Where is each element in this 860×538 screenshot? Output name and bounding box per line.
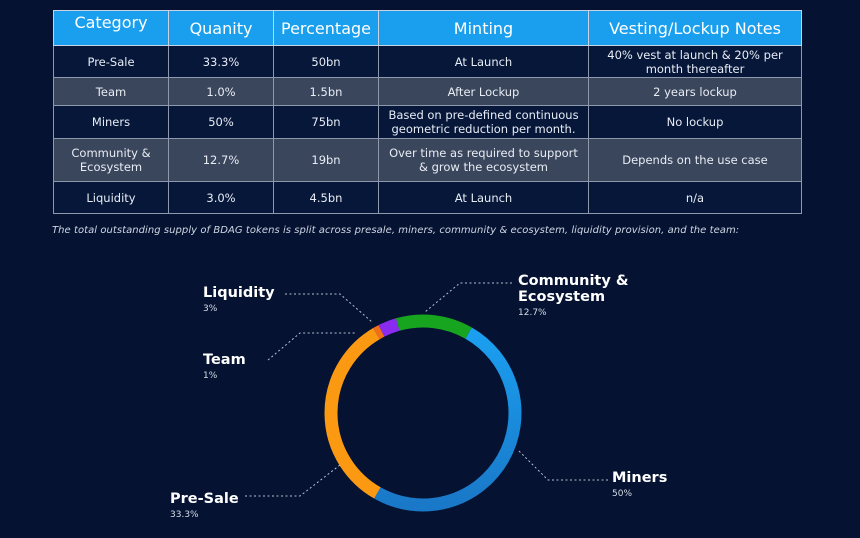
cell-quantity: 50%	[168, 105, 274, 139]
cell-minting: At Launch	[378, 45, 589, 78]
label-community: Community & Ecosystem 12.7%	[518, 273, 629, 318]
cell-percentage: 50bn	[273, 45, 379, 78]
cell-minting: Based on pre-defined continuous geometri…	[378, 105, 589, 139]
table-row: Miners 50% 75bn Based on pre-defined con…	[53, 105, 802, 139]
leader-line-miners	[517, 449, 608, 481]
cell-notes: n/a	[588, 181, 802, 214]
cell-category: Community & Ecosystem	[53, 138, 169, 182]
cell-percentage: 75bn	[273, 105, 379, 139]
cell-category: Pre-Sale	[53, 45, 169, 78]
header-minting: Minting	[378, 10, 589, 46]
label-miners: Miners 50%	[612, 470, 667, 499]
leader-line-presale	[245, 464, 341, 497]
token-allocation-table: Category Quanity Percentage Minting Vest…	[53, 10, 802, 214]
label-presale-name: Pre-Sale	[170, 491, 239, 507]
table-header-row: Category Quanity Percentage Minting Vest…	[53, 10, 802, 46]
cell-category: Miners	[53, 105, 169, 139]
label-presale-pct: 33.3%	[170, 510, 199, 520]
cell-notes: Depends on the use case	[588, 138, 802, 182]
cell-category: Liquidity	[53, 181, 169, 214]
label-community-name: Community & Ecosystem	[518, 273, 629, 305]
donut-slice-team	[373, 325, 385, 340]
leader-lines	[245, 282, 608, 497]
label-team: Team 1%	[203, 352, 246, 381]
table-row: Community & Ecosystem 12.7% 19bn Over ti…	[53, 138, 802, 182]
leader-line-team	[267, 332, 356, 361]
cell-quantity: 3.0%	[168, 181, 274, 214]
label-team-pct: 1%	[203, 371, 218, 381]
cell-notes: 40% vest at launch & 20% per month there…	[588, 45, 802, 78]
cell-minting: At Launch	[378, 181, 589, 214]
label-presale: Pre-Sale 33.3%	[170, 491, 239, 520]
cell-minting: Over time as required to support & grow …	[378, 138, 589, 182]
donut-slices	[324, 314, 522, 512]
label-miners-name: Miners	[612, 470, 668, 486]
header-category: Category	[53, 10, 169, 46]
label-team-name: Team	[203, 352, 246, 368]
supply-caption: The total outstanding supply of BDAG tok…	[52, 225, 740, 236]
label-community-pct: 12.7%	[518, 308, 547, 318]
cell-quantity: 33.3%	[168, 45, 274, 78]
table-row: Pre-Sale 33.3% 50bn At Launch 40% vest a…	[53, 45, 802, 78]
label-liquidity-pct: 3%	[203, 304, 218, 314]
donut-slice-pre-sale	[324, 328, 381, 499]
cell-category: Team	[53, 77, 169, 106]
leader-line-community	[424, 282, 512, 313]
donut-slice-community-ecosystem	[395, 314, 472, 339]
donut-slice-miners	[374, 327, 522, 512]
table-row: Team 1.0% 1.5bn After Lockup 2 years loc…	[53, 77, 802, 106]
donut-slice-liquidity	[378, 318, 400, 337]
cell-notes: No lockup	[588, 105, 802, 139]
label-liquidity: Liquidity 3%	[203, 285, 275, 314]
table-row: Liquidity 3.0% 4.5bn At Launch n/a	[53, 181, 802, 214]
leader-line-liquidity	[285, 293, 373, 323]
label-miners-pct: 50%	[612, 489, 633, 499]
cell-percentage: 19bn	[273, 138, 379, 182]
header-vesting-notes: Vesting/Lockup Notes	[588, 10, 802, 46]
label-liquidity-name: Liquidity	[203, 285, 275, 301]
